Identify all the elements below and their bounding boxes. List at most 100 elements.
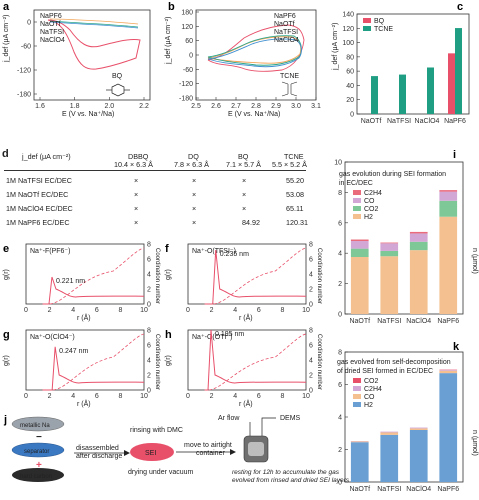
note1-label: resting for 12h to accumulate the gas: [232, 469, 340, 476]
y-tick-label: 100: [342, 40, 354, 47]
legend-item: H2: [364, 402, 373, 409]
y2-tick-label: 8: [309, 242, 313, 249]
legend-item: H2: [364, 214, 373, 221]
table-cell: 1M NaOTf EC/DEC: [6, 190, 69, 199]
x-tick-label: 2: [210, 393, 214, 400]
y-tick-label: 120: [342, 26, 354, 33]
table-row: 1M NaTFSI EC/DEC × × × 55.20: [4, 176, 306, 188]
table-subheader-cell: 7.8 × 6.3 Å: [174, 160, 209, 169]
x-tick-label: 10: [140, 393, 148, 400]
chart-title-k-line2: of dried SEI formed in EC/DEC: [337, 368, 433, 375]
molecule-name-a: BQ: [112, 73, 123, 80]
table-cell: ×: [134, 204, 139, 213]
y-axis-label-b: j_def (μA cm⁻²): [165, 17, 172, 65]
table-row: 1M NaClO4 EC/DEC × × × 65.11: [4, 204, 306, 216]
legend-item: BQ: [374, 18, 385, 25]
legend-item: NaPF6: [274, 13, 296, 20]
legend-item: C2H4: [364, 190, 382, 197]
legend-swatch: [353, 378, 361, 383]
rdf-curve: [42, 276, 145, 305]
y-tick-label: -180: [179, 96, 193, 103]
coordination-curve: [213, 247, 307, 305]
legend-swatch: [353, 190, 361, 195]
panel-label-h: h: [165, 329, 172, 341]
y2-tick-label: 6: [147, 343, 151, 350]
y-tick-label: 10: [334, 160, 342, 167]
x-tick-label: 2.5: [191, 103, 201, 110]
legend-item: CO: [364, 394, 375, 401]
stack-label: hard carbon: [20, 474, 52, 480]
minus-icon: −: [36, 432, 42, 443]
x-tick-label: 2: [48, 307, 52, 314]
table-header-cell: TCNE: [284, 152, 304, 161]
x-tick-label: NaPF6: [437, 318, 459, 325]
table-header-row: j_def (μA cm⁻²) DBBQ DQ BQ TCNE: [4, 152, 306, 164]
y2-tick-label: 0: [309, 388, 313, 395]
x-tick-label: 6: [95, 393, 99, 400]
cv-curve-naclo4-a: [49, 21, 139, 29]
panel-i-stacked-bar-chart: i gas evolution during SEI formation in …: [334, 149, 478, 325]
plot-frame-b: [195, 9, 317, 101]
panel-k-stacked-bar-chart: k gas evolved from self-decomposition of…: [337, 341, 478, 493]
panel-label-b: b: [168, 1, 175, 13]
stack-label: metallic Na: [20, 423, 50, 429]
y2-tick-label: 4: [147, 272, 151, 279]
legend-item: NaPF6: [40, 13, 62, 20]
bar-segment: [350, 241, 369, 249]
x-tick-label: 10: [302, 307, 310, 314]
y-tick-label: 180: [181, 10, 193, 17]
legend-swatch: [353, 198, 361, 203]
chart-title-k-line1: gas evolved from self-decomposition: [337, 359, 451, 366]
x-tick-label: 6: [257, 307, 261, 314]
y2-tick-label: 8: [147, 328, 151, 335]
table-cell: ×: [242, 204, 247, 213]
bar: [427, 67, 434, 114]
y-tick-label: -60: [183, 67, 193, 74]
bar-segment: [439, 191, 458, 201]
x-tick-label: 2.8: [251, 103, 261, 110]
stack-label: separator: [24, 449, 49, 455]
table-subheader-cell: 10.4 × 6.3 Å: [114, 160, 153, 169]
legend-item: CO: [364, 198, 375, 205]
legend-item: NaTFSI: [40, 29, 64, 36]
table-cell: ×: [134, 218, 139, 227]
bar-segment: [439, 190, 458, 192]
panel-label-a: a: [3, 1, 10, 13]
x-tick-label: 1.8: [70, 103, 80, 110]
legend-swatch: [363, 26, 371, 31]
sodium-disc-icon: [11, 416, 65, 432]
legend-item: CO2: [364, 206, 379, 213]
legend-a: NaPF6 NaOTf NaTFSI NaClO4: [40, 13, 65, 44]
x-tick-label: NaPF6: [437, 486, 459, 493]
y-tick-label: 140: [342, 12, 354, 19]
panel-j-schematic: j metallic Na separator hard carbon + − …: [3, 414, 350, 484]
bar: [455, 28, 462, 114]
coordination-curve: [49, 247, 145, 305]
y-axis-label: g(r): [3, 355, 10, 366]
pair-label: Na⁺-O(OTf⁻): [192, 334, 232, 341]
y-axis-label-a: j_def (μA cm⁻²): [3, 15, 10, 63]
legend-item: C2H4: [364, 386, 382, 393]
x-tick-label: 3.1: [311, 103, 321, 110]
bar-segment: [380, 242, 399, 244]
table-cell: 84.92: [242, 218, 260, 227]
y-tick-label: 4: [338, 415, 342, 422]
legend-swatch: [353, 394, 361, 399]
table-cell: 1M NaClO4 EC/DEC: [6, 204, 73, 213]
bar-segment: [409, 428, 428, 430]
y-tick-label: 0: [189, 53, 193, 60]
bar-segment: [439, 370, 458, 374]
bar-segment: [380, 243, 399, 251]
y2-axis-label: Coordination number: [316, 248, 322, 304]
x-tick-label: 2.9: [271, 103, 281, 110]
bar-segment: [409, 233, 428, 242]
y2-tick-label: 4: [309, 358, 313, 365]
panel-label-c: c: [457, 1, 463, 13]
legend-swatch: [353, 402, 361, 407]
bar-segment: [350, 441, 369, 443]
y-axis-label-k: n (μmol): [471, 430, 478, 456]
y2-axis-label: Coordination number: [154, 248, 160, 304]
peak-label: 0.221 nm: [56, 278, 85, 285]
